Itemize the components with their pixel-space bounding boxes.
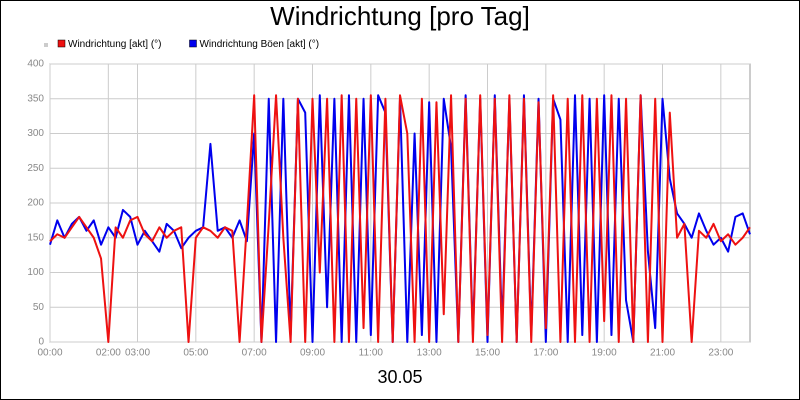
x-tick-label: 19:00	[592, 348, 617, 359]
x-tick-label: 05:00	[183, 348, 208, 359]
legend-swatch	[57, 39, 66, 48]
y-tick-label: 150	[27, 232, 44, 243]
y-tick-label: 400	[27, 59, 44, 70]
y-tick-label: 350	[27, 93, 44, 104]
legend-icon	[44, 43, 48, 47]
x-axis-label: 30.05	[377, 367, 422, 387]
x-tick-label: 23:00	[708, 348, 733, 359]
x-tick-label: 02:00	[96, 348, 121, 359]
x-tick-label: 13:00	[417, 348, 442, 359]
x-tick-label: 15:00	[475, 348, 500, 359]
x-tick-label: 11:00	[359, 348, 384, 359]
x-tick-label: 09:00	[300, 348, 325, 359]
y-tick-label: 0	[38, 337, 44, 348]
x-tick-label: 21:00	[650, 348, 675, 359]
x-tick-label: 07:00	[242, 348, 267, 359]
y-tick-label: 100	[27, 267, 44, 278]
chart-title: Windrichtung [pro Tag]	[270, 1, 530, 31]
y-tick-label: 50	[33, 302, 45, 313]
y-tick-label: 200	[27, 198, 44, 209]
series-line	[49, 94, 751, 343]
y-tick-label: 250	[27, 163, 44, 174]
legend-label: Windrichtung Böen [akt] (°)	[199, 39, 319, 50]
legend-swatch	[189, 39, 197, 48]
x-tick-label: 00:00	[37, 348, 62, 359]
x-tick-label: 03:00	[125, 348, 150, 359]
legend-label: Windrichtung [akt] (°)	[68, 39, 161, 50]
y-tick-label: 300	[27, 128, 44, 139]
x-tick-label: 17:00	[533, 348, 558, 359]
